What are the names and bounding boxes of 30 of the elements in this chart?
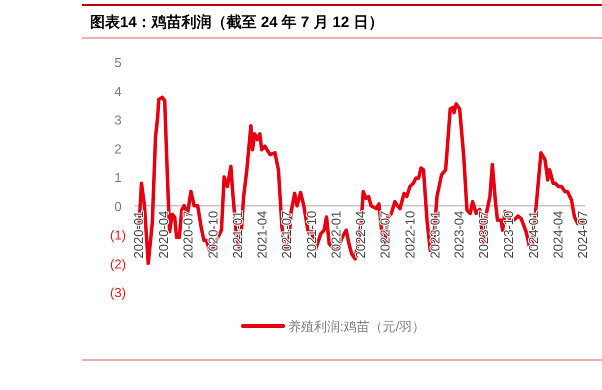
legend-label: 养殖利润:鸡苗（元/羽） bbox=[288, 319, 426, 334]
y-tick-label: 4 bbox=[114, 84, 122, 99]
y-tick-label: 2 bbox=[114, 141, 122, 156]
x-tick-label: 2023-07 bbox=[476, 210, 492, 258]
x-tick-label: 2021-04 bbox=[254, 210, 270, 258]
chart-title: 图表14：鸡苗利润（截至 24 年 7 月 12 日） bbox=[90, 13, 384, 31]
x-tick-label: 2023-04 bbox=[452, 210, 467, 258]
x-tick-label: 2020-10 bbox=[205, 210, 220, 258]
x-tick-label: 2021-07 bbox=[278, 210, 294, 258]
x-tick-label: 2020-07 bbox=[180, 210, 196, 258]
y-tick-label: 5 bbox=[114, 55, 122, 70]
x-tick-label: 2024-01 bbox=[526, 210, 541, 258]
x-tick-label: 2020-04 bbox=[156, 210, 171, 258]
x-tick-label: 2024-07 bbox=[575, 210, 590, 258]
x-tick-label: 2024-04 bbox=[550, 210, 566, 258]
x-tick-label: 2021-10 bbox=[304, 210, 319, 258]
x-tick-label: 2022-07 bbox=[378, 210, 393, 258]
y-tick-label: (2) bbox=[110, 256, 126, 272]
x-tick-label: 2023-01 bbox=[427, 210, 442, 258]
x-tick-label: 2022-01 bbox=[328, 210, 344, 258]
x-tick-label: 2020-01 bbox=[131, 210, 146, 258]
x-tick-label: 2021-01 bbox=[230, 210, 246, 258]
y-tick-label: 3 bbox=[114, 112, 122, 128]
y-tick-label: 0 bbox=[114, 198, 122, 214]
x-tick-label: 2022-04 bbox=[353, 210, 368, 258]
x-tick-label: 2023-10 bbox=[501, 210, 516, 258]
y-tick-label: (1) bbox=[110, 228, 126, 242]
y-tick-label: (3) bbox=[110, 285, 126, 300]
x-tick-label: 2022-10 bbox=[402, 210, 418, 258]
y-tick-label: 1 bbox=[114, 170, 122, 185]
